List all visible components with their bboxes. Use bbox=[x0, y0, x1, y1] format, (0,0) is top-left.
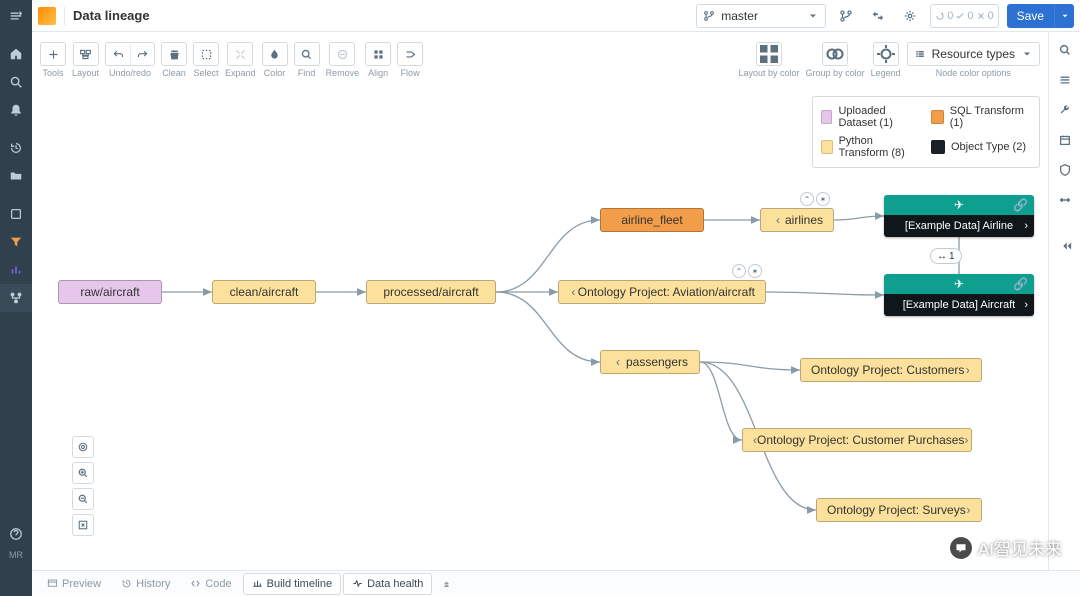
right-resize-icon[interactable] bbox=[1053, 188, 1077, 212]
node-clean[interactable]: clean/aircraft bbox=[212, 280, 316, 304]
node-settings-icon[interactable]: ✶ bbox=[816, 192, 830, 206]
node-controls: ⌃✶ bbox=[732, 264, 762, 278]
node-ontology_aircraft[interactable]: ‹Ontology Project: Aviation/aircraft bbox=[558, 280, 766, 304]
status-refresh: 0 bbox=[935, 10, 953, 22]
page-title: Data lineage bbox=[73, 8, 150, 23]
tab-collapse[interactable] bbox=[434, 573, 459, 595]
status-segment: 0 0 0 bbox=[930, 4, 998, 28]
right-collapse-icon[interactable] bbox=[1053, 234, 1077, 258]
settings-icon[interactable] bbox=[898, 4, 922, 28]
tab-history[interactable]: History bbox=[112, 573, 179, 595]
app-logo bbox=[38, 7, 56, 25]
search-icon[interactable] bbox=[0, 68, 32, 96]
tab-code[interactable]: Code bbox=[181, 573, 240, 595]
right-list-icon[interactable] bbox=[1053, 68, 1077, 92]
branch-manage-icon[interactable] bbox=[834, 4, 858, 28]
zoom-controls bbox=[72, 436, 94, 536]
link-badge: ↔1 bbox=[930, 248, 962, 264]
share-icon[interactable] bbox=[0, 562, 32, 590]
help-icon[interactable] bbox=[0, 520, 32, 548]
save-button[interactable]: Save bbox=[1007, 4, 1054, 28]
node-settings-icon[interactable]: ✶ bbox=[748, 264, 762, 278]
user-initials[interactable]: MR bbox=[9, 550, 23, 560]
folder-icon[interactable] bbox=[0, 162, 32, 190]
node-expand-up-icon[interactable]: ⌃ bbox=[800, 192, 814, 206]
right-calendar-icon[interactable] bbox=[1053, 128, 1077, 152]
node-airlines[interactable]: ‹airlines bbox=[760, 208, 834, 232]
menu-icon[interactable] bbox=[0, 2, 32, 30]
node-airline_fleet[interactable]: airline_fleet bbox=[600, 208, 704, 232]
node-purchases[interactable]: ‹Ontology Project: Customer Purchases› bbox=[742, 428, 972, 452]
node-surveys[interactable]: Ontology Project: Surveys› bbox=[816, 498, 982, 522]
caret-down-icon bbox=[807, 10, 819, 22]
lineage-canvas[interactable]: raw/aircraft clean/aircraft processed/airc… bbox=[32, 32, 1048, 570]
node-expand-up-icon[interactable]: ⌃ bbox=[732, 264, 746, 278]
right-search-icon[interactable] bbox=[1053, 38, 1077, 62]
branch-selector[interactable]: master bbox=[696, 4, 826, 28]
bottom-bar: Preview History Code Build timeline Data… bbox=[32, 570, 1080, 596]
right-wrench-icon[interactable] bbox=[1053, 98, 1077, 122]
node-controls: ⌃✶ bbox=[800, 192, 830, 206]
branch-icon bbox=[703, 10, 715, 22]
tab-data-health[interactable]: Data health bbox=[343, 573, 432, 595]
object-icon[interactable] bbox=[0, 200, 32, 228]
object-airline[interactable]: ✈🔗[Example Data] Airline› bbox=[884, 195, 1034, 237]
chart-icon[interactable] bbox=[0, 256, 32, 284]
history-icon[interactable] bbox=[0, 134, 32, 162]
lineage-icon[interactable] bbox=[0, 284, 32, 312]
header: Data lineage master 0 0 0 Save bbox=[32, 0, 1080, 32]
filter-icon[interactable] bbox=[0, 228, 32, 256]
node-passengers[interactable]: ‹passengers bbox=[600, 350, 700, 374]
node-raw[interactable]: raw/aircraft bbox=[58, 280, 162, 304]
zoom-out-button[interactable] bbox=[72, 488, 94, 510]
zoom-locate-button[interactable] bbox=[72, 436, 94, 458]
status-x: 0 bbox=[976, 10, 994, 22]
tab-preview[interactable]: Preview bbox=[38, 573, 110, 595]
zoom-fit-button[interactable] bbox=[72, 514, 94, 536]
status-check: 0 bbox=[955, 10, 973, 22]
save-caret[interactable] bbox=[1054, 4, 1074, 28]
save-button-group: Save bbox=[1007, 4, 1074, 28]
compare-icon[interactable] bbox=[866, 4, 890, 28]
tab-build-timeline[interactable]: Build timeline bbox=[243, 573, 341, 595]
node-customers[interactable]: Ontology Project: Customers› bbox=[800, 358, 982, 382]
right-rail bbox=[1048, 32, 1080, 570]
branch-name: master bbox=[721, 9, 801, 23]
node-processed[interactable]: processed/aircraft bbox=[366, 280, 496, 304]
right-shield-icon[interactable] bbox=[1053, 158, 1077, 182]
home-icon[interactable] bbox=[0, 40, 32, 68]
zoom-in-button[interactable] bbox=[72, 462, 94, 484]
bell-icon[interactable] bbox=[0, 96, 32, 124]
left-nav-rail: MR bbox=[0, 0, 32, 596]
object-aircraft[interactable]: ✈🔗[Example Data] Aircraft› bbox=[884, 274, 1034, 316]
